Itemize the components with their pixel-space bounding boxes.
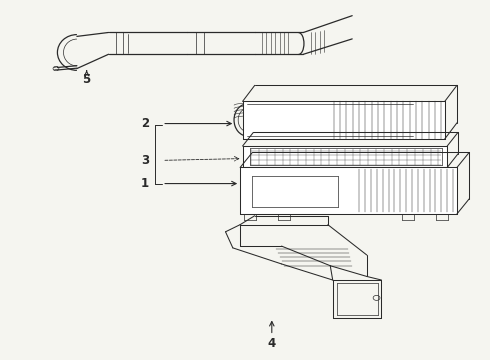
Text: 5: 5 (82, 73, 91, 86)
Polygon shape (243, 102, 445, 139)
Text: 2: 2 (141, 117, 149, 130)
Text: 3: 3 (141, 154, 149, 167)
Polygon shape (243, 146, 447, 167)
Polygon shape (240, 167, 457, 214)
Text: 4: 4 (268, 337, 276, 350)
Text: 1: 1 (141, 177, 149, 190)
